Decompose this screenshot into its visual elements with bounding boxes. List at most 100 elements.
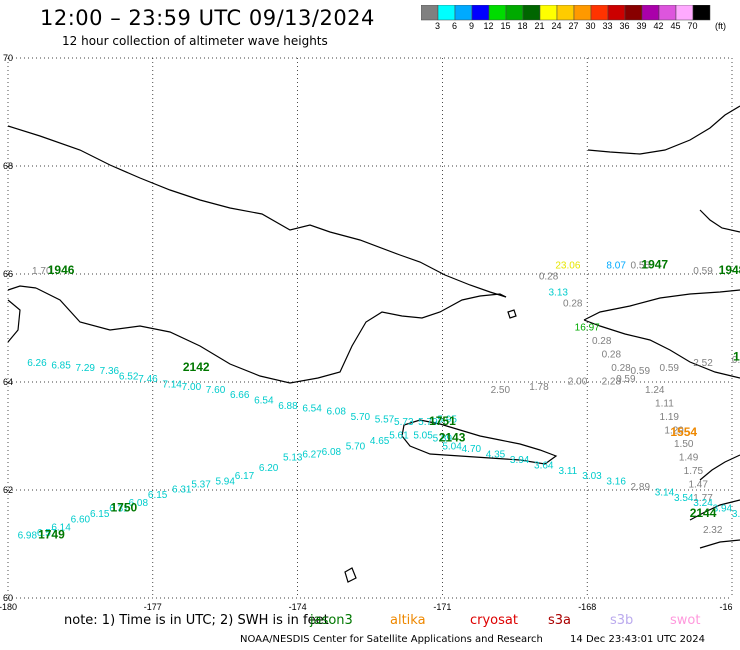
pass-time-label: 1750: [110, 501, 137, 515]
satellite-legend-s3b: s3b: [610, 613, 634, 628]
wave-height-value: 5.05: [413, 431, 433, 442]
diomede-islands: [507, 309, 517, 319]
wave-height-value: 6.57: [37, 528, 57, 539]
axis-labels: -180 -177 -174 -171 -168 -16 70 68 66 64 62 60: [0, 53, 733, 612]
wave-height-value: 6.08: [322, 447, 342, 458]
latitude-label: 68: [3, 161, 13, 171]
satellite-legend-cryosat: cryosat: [470, 613, 518, 628]
wave-height-value: 7.00: [182, 382, 202, 393]
wave-height-value: 5.04: [442, 442, 462, 453]
wave-height-value: 0.28: [563, 298, 583, 309]
footer-note: note: 1) Time is in UTC; 2) SWH is in fe…: [64, 613, 329, 628]
wave-height-value: 1.78: [529, 382, 549, 393]
wave-height-value: 3.94: [510, 455, 530, 466]
credit-organization: NOAA/NESDIS Center for Satellite Applica…: [240, 634, 543, 645]
alaska-delta-coast: [689, 454, 740, 549]
wave-height-value: 3.24: [693, 498, 713, 509]
wave-height-value: 0.55: [631, 261, 651, 272]
wave-height-value: 2.52: [693, 358, 713, 369]
chukotka-north-coast: [7, 125, 507, 298]
wave-height-value: 6.31: [109, 504, 129, 515]
latitude-label: 64: [3, 377, 13, 387]
st-matthew-island: [344, 567, 357, 583]
wave-height-value: 0.28: [602, 350, 622, 361]
wave-height-value: 4.65: [370, 436, 390, 447]
latitude-label: 62: [3, 485, 13, 495]
longitude-label: -174: [289, 602, 307, 612]
wave-height-value: 5.94: [215, 477, 235, 488]
wave-height-value: 3.11: [559, 466, 578, 477]
wave-height-value: 1.70: [32, 266, 52, 277]
wave-height-value: 3.64: [534, 460, 554, 471]
wave-height-value: 1.47: [688, 479, 708, 490]
wave-height-value: 7.14: [162, 379, 182, 390]
wave-height-value: 0.59: [732, 355, 740, 366]
longitude-label: -171: [433, 602, 451, 612]
wave-height-value: 6.15: [90, 509, 110, 520]
wave-height-value: 5.70: [346, 442, 366, 453]
colorbar-label: 30: [585, 21, 596, 31]
longitude-label: -177: [144, 602, 162, 612]
colorbar-label: 27: [568, 21, 579, 31]
wave-height-value: 1.11: [655, 398, 674, 409]
pass-time-label: 1947: [641, 258, 668, 272]
wave-height-value: 1.77: [693, 493, 713, 504]
colorbar-label: 9: [468, 21, 474, 31]
wave-height-value: 5.61: [389, 431, 409, 442]
wave-height-value: 0.59: [693, 266, 713, 277]
wave-height-value: 7.46: [138, 374, 158, 385]
longitude-label: -180: [0, 602, 17, 612]
colorbar-label: 36: [619, 21, 630, 31]
colorbar-unit: (ft): [715, 21, 726, 31]
wave-height-value: 23.06: [555, 261, 580, 272]
wave-height-value: 16.97: [575, 323, 600, 334]
wave-height-value: 6.20: [259, 463, 279, 474]
wave-height-value: 7.29: [75, 363, 95, 374]
wave-height-value: 2.32: [703, 525, 723, 536]
wave-height-value: 5.79: [418, 417, 438, 428]
wave-height-value: 1.75: [684, 466, 704, 477]
wave-height-value: 1.50: [674, 439, 694, 450]
wave-height-value: 8.07: [606, 261, 626, 272]
wave-height-value: 1.19: [660, 412, 680, 423]
coastlines: [7, 105, 740, 583]
pass-time-label: 1554: [670, 425, 697, 439]
wave-height-value: 3.16: [606, 477, 626, 488]
obs-labels: 1.70 23.06 8.07 0.55 0.590.283.130.2816.970.…: [18, 261, 740, 542]
wave-height-value: 6.88: [278, 401, 298, 412]
wave-height-value: 0.28: [611, 363, 631, 374]
colorbar-label: 15: [500, 21, 511, 31]
wave-height-value: 6.52: [119, 371, 139, 382]
wave-height-value: 6.85: [51, 361, 71, 372]
wave-height-value: 5.89: [433, 433, 453, 444]
wave-height-value: 5.37: [191, 479, 211, 490]
alaska-arctic-coast: [587, 105, 740, 155]
alaska-northwest-coast: [699, 209, 740, 233]
wave-height-value: 4.35: [486, 450, 506, 461]
pass-time-label: 2144: [690, 506, 717, 520]
page-title: 12:00 – 23:59 UTC 09/13/2024: [40, 6, 375, 30]
colorbar-label: 3: [434, 21, 440, 31]
wave-height-value: 6.08: [129, 498, 149, 509]
colorbar: [421, 5, 711, 21]
wave-height-value: 2.50: [491, 385, 511, 396]
wave-height-value: 5.13: [283, 452, 303, 463]
colorbar-label: 12: [483, 21, 494, 31]
pass-time-label: 2142: [183, 360, 210, 374]
wave-height-value: 0.28: [592, 336, 612, 347]
satellite-legend-s3a: s3a: [548, 613, 572, 628]
chukotka-south-coast: [35, 287, 507, 384]
page-subtitle: 12 hour collection of altimeter wave hei…: [62, 34, 328, 48]
wave-height-value: 5.70: [351, 412, 371, 423]
satellite-legend-swot: swot: [670, 613, 701, 628]
wave-height-value: 6.27: [302, 450, 322, 461]
alaska-seward-peninsula: [583, 289, 740, 379]
wave-height-value: 2.00: [568, 377, 588, 388]
longitude-label: -168: [578, 602, 596, 612]
wave-height-value: 3.03: [582, 471, 602, 482]
wave-height-value: 0.59: [631, 366, 651, 377]
colorbar-label: 24: [551, 21, 562, 31]
colorbar-swatch: [692, 5, 711, 21]
wave-height-value: 7.36: [100, 366, 120, 377]
